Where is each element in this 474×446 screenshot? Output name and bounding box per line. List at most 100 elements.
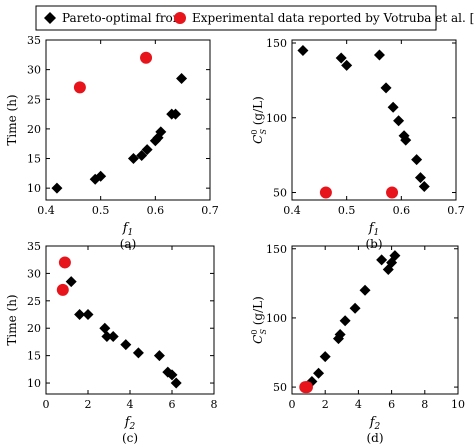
plot-frame xyxy=(45,39,211,201)
chart-panel: 0 2 4 6 8 10 15 20 25 30 35 f2 Time (h) (c) xyxy=(5,240,218,445)
x-tick-label: 10 xyxy=(451,398,465,411)
legend-experimental-label: Experimental data reported by Votruba et… xyxy=(192,11,474,25)
pareto-point xyxy=(373,49,385,61)
pareto-point xyxy=(65,276,77,288)
y-tick-label: 50 xyxy=(273,187,287,200)
pareto-point xyxy=(107,330,119,342)
pareto-point xyxy=(380,82,392,94)
pareto-point xyxy=(132,347,144,359)
y-tick-label: 35 xyxy=(27,240,41,253)
y-axis-label: C0S (g/L) xyxy=(250,296,268,344)
legend-box xyxy=(35,5,437,31)
legend-experimental-marker xyxy=(174,12,186,24)
legend: Pareto-optimal front Experimental data r… xyxy=(35,5,474,31)
y-axis-label: Time (h) xyxy=(5,294,19,345)
pareto-point xyxy=(341,59,353,71)
x-tick-label: 0.5 xyxy=(338,204,356,217)
experimental-point xyxy=(56,283,69,296)
pareto-point xyxy=(74,309,86,321)
x-tick-label: 2 xyxy=(85,398,92,411)
y-tick-label: 35 xyxy=(27,34,41,47)
pareto-point xyxy=(127,153,139,165)
legend-pareto-label: Pareto-optimal front xyxy=(62,11,186,25)
pareto-point xyxy=(335,52,347,64)
y-tick-label: 10 xyxy=(27,377,41,390)
chart-panel: 0 2 4 6 8 10 50 100 150 f2 C0S (g/L) (d) xyxy=(250,243,465,445)
pareto-point xyxy=(170,377,182,389)
panel-label: (c) xyxy=(122,431,138,445)
pareto-point xyxy=(155,126,167,138)
x-tick-label: 0.7 xyxy=(447,204,465,217)
experimental-point xyxy=(73,81,86,94)
y-tick-label: 50 xyxy=(273,381,287,394)
pareto-point xyxy=(411,154,423,166)
x-tick-label: 0.6 xyxy=(393,204,411,217)
pareto-point xyxy=(334,329,346,341)
pareto-point xyxy=(95,170,107,182)
pareto-point xyxy=(99,322,111,334)
pareto-point xyxy=(400,134,412,146)
y-tick-label: 100 xyxy=(266,312,287,325)
pareto-point xyxy=(153,350,165,362)
pareto-point xyxy=(51,182,63,194)
y-tick-label: 15 xyxy=(27,350,41,363)
y-tick-label: 30 xyxy=(27,267,41,280)
pareto-point xyxy=(359,284,371,296)
y-tick-label: 20 xyxy=(27,322,41,335)
y-tick-label: 150 xyxy=(266,243,287,256)
pareto-point xyxy=(376,254,388,266)
x-tick-label: 0 xyxy=(289,398,296,411)
chart-panel: 0.4 0.5 0.6 0.7 10 15 20 25 30 35 f1 Time (h) (a) xyxy=(5,34,219,251)
legend-diamond-marker xyxy=(44,12,56,24)
x-tick-label: 8 xyxy=(421,398,428,411)
experimental-point xyxy=(140,51,153,64)
x-tick-label: 0.4 xyxy=(37,204,55,217)
pareto-point xyxy=(176,73,188,85)
pareto-point xyxy=(170,108,182,120)
y-axis-label: C0S (g/L) xyxy=(250,96,268,144)
pareto-point xyxy=(120,339,132,351)
x-tick-label: 0.4 xyxy=(283,204,301,217)
pareto-point xyxy=(319,351,331,363)
x-axis-label: f2 xyxy=(124,415,136,432)
experimental-point xyxy=(58,256,71,269)
x-axis-label: f1 xyxy=(122,221,134,238)
pareto-point xyxy=(414,172,426,184)
panel-label: (b) xyxy=(365,237,382,251)
experimental-point xyxy=(319,186,332,199)
pareto-point xyxy=(136,150,148,162)
y-axis-label: Time (h) xyxy=(5,94,19,145)
pareto-point xyxy=(389,250,401,262)
pareto-point xyxy=(82,309,94,321)
y-tick-label: 10 xyxy=(27,182,41,195)
pareto-point xyxy=(393,115,405,127)
pareto-point xyxy=(339,315,351,327)
x-tick-label: 6 xyxy=(388,398,395,411)
x-axis-label: f1 xyxy=(368,221,380,238)
y-tick-label: 30 xyxy=(27,64,41,77)
experimental-point xyxy=(386,186,399,199)
y-tick-label: 100 xyxy=(266,112,287,125)
panel-label: (a) xyxy=(120,237,137,251)
x-tick-label: 0.5 xyxy=(92,204,110,217)
x-axis-label: f2 xyxy=(369,415,381,432)
pareto-point xyxy=(313,367,325,379)
y-tick-label: 25 xyxy=(27,93,41,106)
plot-frame xyxy=(291,245,459,395)
pareto-point xyxy=(387,101,399,113)
panel-label: (d) xyxy=(366,431,383,445)
y-tick-label: 20 xyxy=(27,123,41,136)
x-tick-label: 0.6 xyxy=(147,204,165,217)
x-tick-label: 4 xyxy=(127,398,134,411)
plot-frame xyxy=(291,39,457,201)
y-tick-label: 150 xyxy=(266,37,287,50)
pareto-point xyxy=(297,44,309,56)
y-tick-label: 25 xyxy=(27,295,41,308)
experimental-point xyxy=(300,381,313,394)
chart-panel: 0.4 0.5 0.6 0.7 50 100 150 f1 C0S (g/L) (b) xyxy=(250,37,465,251)
x-tick-label: 4 xyxy=(355,398,362,411)
x-tick-label: 6 xyxy=(169,398,176,411)
x-tick-label: 0.7 xyxy=(201,204,219,217)
